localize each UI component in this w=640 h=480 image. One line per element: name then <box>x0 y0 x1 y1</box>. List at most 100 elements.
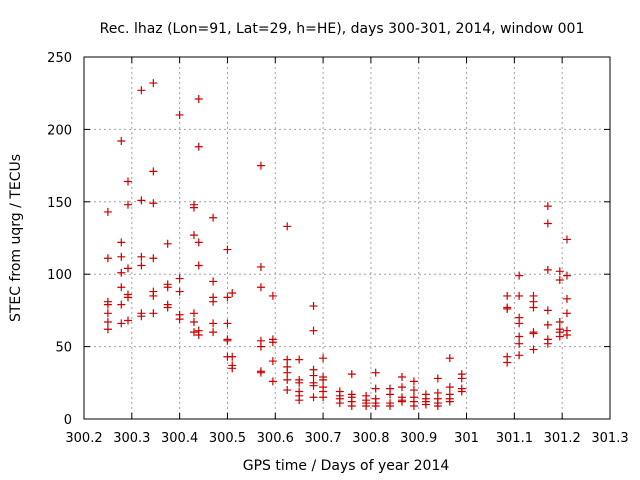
data-point <box>228 289 237 298</box>
data-point <box>295 378 304 387</box>
data-point <box>268 357 277 366</box>
x-tick-label: 301.1 <box>496 431 533 446</box>
data-point <box>149 199 158 208</box>
data-point <box>103 300 112 309</box>
x-axis-label: GPS time / Days of year 2014 <box>243 458 450 474</box>
data-point <box>117 300 126 309</box>
data-point <box>268 338 277 347</box>
data-point <box>149 79 158 88</box>
data-point <box>335 399 344 408</box>
data-point <box>283 368 292 377</box>
data-point <box>209 328 218 337</box>
data-point <box>189 203 198 212</box>
data-point <box>117 319 126 328</box>
data-point <box>137 86 146 95</box>
data-point <box>319 354 328 363</box>
data-point <box>529 345 538 354</box>
data-point <box>117 238 126 247</box>
data-point <box>503 358 512 367</box>
data-point <box>555 275 564 284</box>
data-point <box>397 373 406 382</box>
chart-title: Rec. lhaz (Lon=91, Lat=29, h=HE), days 3… <box>100 21 585 37</box>
y-tick-label: 150 <box>47 196 72 211</box>
y-tick-label: 50 <box>55 341 72 356</box>
x-tick-label: 300.7 <box>304 431 341 446</box>
data-point <box>209 319 218 328</box>
data-point <box>371 368 380 377</box>
data-point <box>433 374 442 383</box>
data-point <box>457 387 466 396</box>
y-axis: 0 50 100 150 200 250 <box>47 51 610 428</box>
x-tick-label: 300.6 <box>257 431 294 446</box>
data-point <box>397 383 406 392</box>
data-point <box>397 397 406 406</box>
x-tick-label: 301 <box>454 431 479 446</box>
data-point <box>189 328 198 337</box>
data-point <box>515 332 524 341</box>
data-point <box>543 306 552 315</box>
data-point <box>319 393 328 402</box>
data-point <box>223 245 232 254</box>
data-point <box>445 354 454 363</box>
x-tick-label: 301.2 <box>544 431 581 446</box>
data-point <box>283 375 292 384</box>
data-point <box>123 177 132 186</box>
data-point <box>189 317 198 326</box>
data-point <box>228 352 237 361</box>
data-point <box>189 231 198 240</box>
data-point <box>117 283 126 292</box>
data-point <box>103 325 112 334</box>
data-point <box>503 304 512 313</box>
data-point <box>137 252 146 261</box>
data-point <box>209 213 218 222</box>
data-point <box>309 302 318 311</box>
data-point <box>163 303 172 312</box>
data-point <box>515 351 524 360</box>
data-point <box>309 326 318 335</box>
data-point <box>309 381 318 390</box>
data-point <box>555 317 564 326</box>
data-point <box>543 202 552 211</box>
data-point <box>103 309 112 318</box>
data-point <box>433 401 442 410</box>
data-point <box>256 161 265 170</box>
data-point <box>371 401 380 410</box>
data-point <box>562 294 571 303</box>
x-tick-label: 300.2 <box>65 431 102 446</box>
data-point <box>123 316 132 325</box>
data-point <box>256 342 265 351</box>
data-point <box>347 370 356 379</box>
data-point <box>445 383 454 392</box>
data-point <box>149 254 158 263</box>
data-point <box>409 401 418 410</box>
data-point <box>223 293 232 302</box>
data-point <box>256 262 265 271</box>
data-point <box>123 293 132 302</box>
data-point <box>194 142 203 151</box>
data-point <box>562 331 571 340</box>
data-point <box>283 355 292 364</box>
data-point <box>256 283 265 292</box>
data-point <box>515 271 524 280</box>
data-point <box>189 309 198 318</box>
x-tick-label: 300.3 <box>113 431 150 446</box>
data-point <box>175 315 184 324</box>
data-point <box>194 261 203 270</box>
data-point <box>555 332 564 341</box>
data-point <box>209 277 218 286</box>
data-point <box>137 261 146 270</box>
data-point <box>562 309 571 318</box>
data-point <box>295 355 304 364</box>
x-tick-label: 300.9 <box>400 431 437 446</box>
data-point <box>309 393 318 402</box>
data-point <box>555 267 564 276</box>
data-point <box>283 222 292 231</box>
data-point <box>209 297 218 306</box>
data-point <box>103 254 112 263</box>
data-point <box>223 319 232 328</box>
data-point <box>503 291 512 300</box>
data-point <box>543 265 552 274</box>
data-point <box>117 136 126 145</box>
data-point <box>175 110 184 119</box>
